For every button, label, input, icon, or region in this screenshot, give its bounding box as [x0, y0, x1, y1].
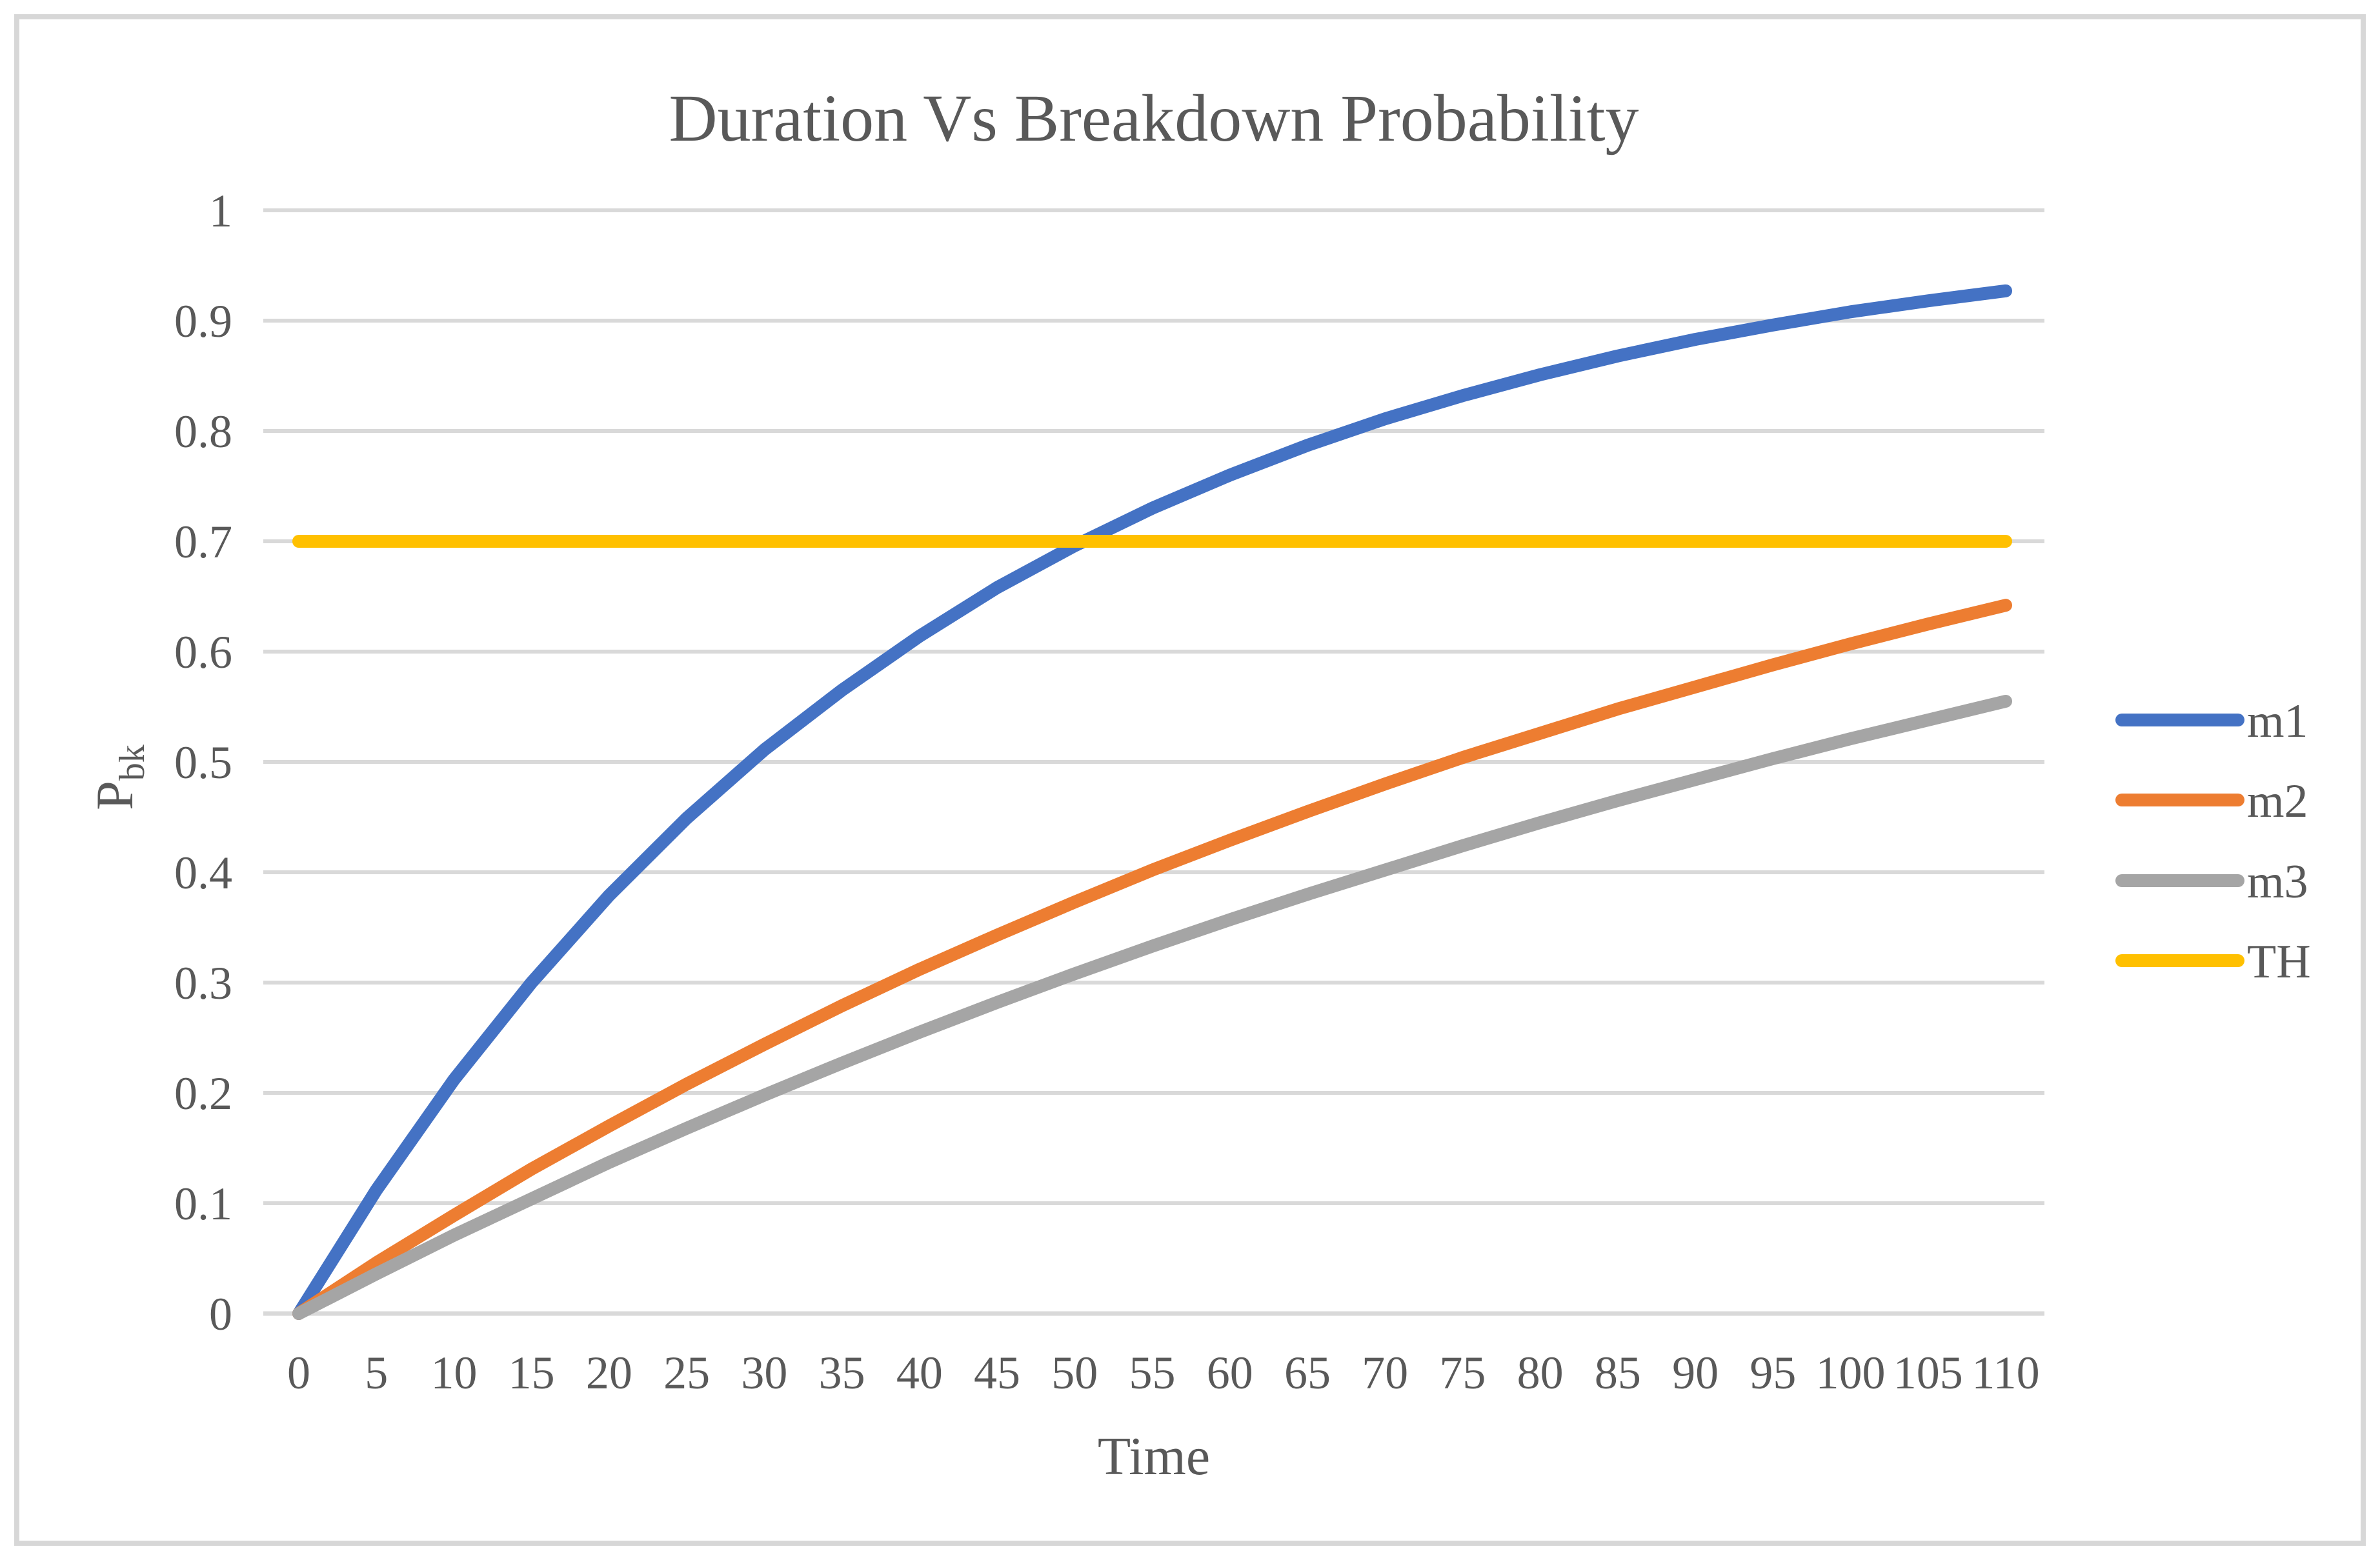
- x-tick-label: 0: [287, 1347, 310, 1399]
- chart-title: Duration Vs Breakdown Probability: [669, 81, 1639, 155]
- series-m3-line: [292, 694, 2012, 1320]
- x-tick-label: 40: [896, 1347, 943, 1399]
- x-tick-label: 110: [1972, 1347, 2039, 1399]
- x-axis-title: Time: [1098, 1426, 1210, 1486]
- y-tick-label: 0.7: [174, 516, 232, 568]
- x-tick-label: 30: [741, 1347, 787, 1399]
- y-tick-label: 0.9: [174, 295, 232, 347]
- x-tick-label: 80: [1517, 1347, 1564, 1399]
- y-axis-title: Pbk: [85, 745, 152, 810]
- y-tick-label: 0.1: [174, 1178, 232, 1230]
- series-m2-line: [292, 599, 2012, 1320]
- series-m1-line: [292, 284, 2012, 1320]
- x-tick-label: 25: [663, 1347, 710, 1399]
- x-tick-label: 5: [365, 1347, 388, 1399]
- x-tick-label: 90: [1672, 1347, 1719, 1399]
- y-tick-label: 0.2: [174, 1068, 232, 1119]
- x-tick-label: 85: [1595, 1347, 1641, 1399]
- y-tick-label: 0.8: [174, 406, 232, 457]
- x-tick-label: 55: [1129, 1347, 1176, 1399]
- x-tick-label: 100: [1816, 1347, 1886, 1399]
- x-tick-label: 45: [974, 1347, 1020, 1399]
- legend-label-m1: m1: [2247, 695, 2308, 748]
- y-tick-label: 0.5: [174, 737, 232, 788]
- y-tick-label: 0.4: [174, 847, 232, 899]
- x-tick-label: 105: [1893, 1347, 1963, 1399]
- x-tick-label: 70: [1362, 1347, 1408, 1399]
- x-tick-label: 75: [1439, 1347, 1486, 1399]
- legend-label-TH: TH: [2247, 935, 2311, 988]
- x-tick-label: 35: [819, 1347, 865, 1399]
- y-tick-label: 0.6: [174, 626, 232, 678]
- x-tick-label: 10: [430, 1347, 477, 1399]
- y-tick-label: 0: [209, 1288, 232, 1340]
- x-tick-label: 65: [1284, 1347, 1331, 1399]
- x-tick-label: 60: [1207, 1347, 1253, 1399]
- x-tick-label: 50: [1051, 1347, 1098, 1399]
- x-tick-label: 20: [586, 1347, 632, 1399]
- legend-label-m2: m2: [2247, 775, 2308, 828]
- x-tick-label: 95: [1750, 1347, 1796, 1399]
- legend-label-m3: m3: [2247, 855, 2308, 908]
- x-tick-label: 15: [509, 1347, 555, 1399]
- y-tick-label: 1: [209, 185, 232, 237]
- y-tick-label: 0.3: [174, 957, 232, 1009]
